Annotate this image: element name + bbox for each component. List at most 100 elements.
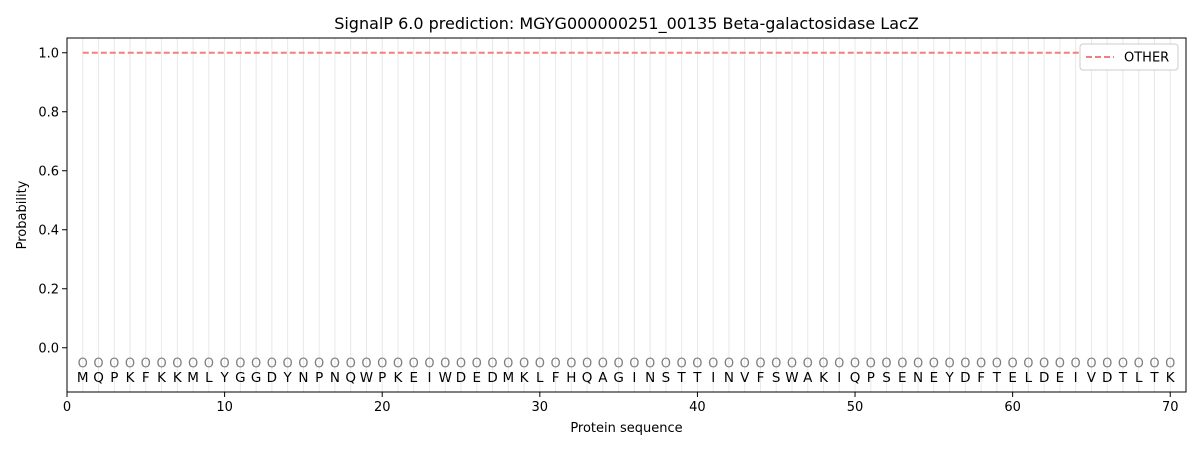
region-label: O <box>1118 357 1128 372</box>
region-label: O <box>834 357 844 372</box>
residue-label: T <box>1149 370 1159 386</box>
residue-label: I <box>1074 370 1078 386</box>
region-label: O <box>204 357 214 372</box>
region-label: O <box>913 357 923 372</box>
residue-label: E <box>898 370 907 386</box>
region-label: O <box>535 357 545 372</box>
residue-label: Y <box>283 370 293 386</box>
region-label: O <box>78 357 88 372</box>
region-label: O <box>850 357 860 372</box>
region-label: O <box>314 357 324 372</box>
region-label: O <box>1165 357 1175 372</box>
region-label: O <box>960 357 970 372</box>
residue-label: K <box>126 370 136 386</box>
region-label: O <box>692 357 702 372</box>
x-tick-label: 30 <box>532 400 549 415</box>
region-label: O <box>944 357 954 372</box>
residue-label: H <box>566 370 576 386</box>
residue-label: M <box>77 370 89 386</box>
residue-label: E <box>1056 370 1065 386</box>
region-label: O <box>614 357 624 372</box>
residue-label: P <box>315 370 323 386</box>
residue-label: Q <box>850 370 861 386</box>
region-label: O <box>298 357 308 372</box>
residue-label: K <box>819 370 829 386</box>
region-label: O <box>1086 357 1096 372</box>
y-tick-label: 0.4 <box>38 223 59 238</box>
region-label: O <box>724 357 734 372</box>
legend-box <box>1079 43 1179 71</box>
region-label: O <box>661 357 671 372</box>
residue-label: A <box>598 370 608 386</box>
residue-label: L <box>205 370 213 386</box>
region-label: O <box>582 357 592 372</box>
region-label: O <box>440 357 450 372</box>
residue-label: T <box>992 370 1002 386</box>
region-label: O <box>629 357 639 372</box>
region-label: O <box>251 357 261 372</box>
chart-title: SignalP 6.0 prediction: MGYG000000251_00… <box>334 14 919 34</box>
residue-label: Q <box>345 370 356 386</box>
x-tick-label: 20 <box>374 400 391 415</box>
region-label: O <box>172 357 182 372</box>
region-label: O <box>188 357 198 372</box>
region-label: O <box>283 357 293 372</box>
residue-label: F <box>757 370 765 386</box>
region-label: O <box>897 357 907 372</box>
region-label: O <box>708 357 718 372</box>
region-label: O <box>519 357 529 372</box>
region-label: O <box>361 357 371 372</box>
residue-label: L <box>1025 370 1033 386</box>
grid-layer <box>82 38 1171 392</box>
residue-label: S <box>772 370 781 386</box>
region-label: O <box>866 357 876 372</box>
residue-label: W <box>360 370 373 386</box>
residue-label: G <box>251 370 261 386</box>
region-label: O <box>1055 357 1065 372</box>
y-tick-label: 1.0 <box>38 46 59 61</box>
region-label: O <box>976 357 986 372</box>
region-label: O <box>109 357 119 372</box>
y-axis-ticks: 0.0 0.2 0.4 0.6 0.8 1.0 <box>38 46 67 356</box>
region-label: O <box>818 357 828 372</box>
region-label: O <box>125 357 135 372</box>
region-label: O <box>503 357 513 372</box>
residue-label: M <box>502 370 514 386</box>
residue-label: D <box>267 370 277 386</box>
y-tick-label: 0.6 <box>38 164 59 179</box>
residue-label: T <box>1118 370 1128 386</box>
residue-label: F <box>977 370 985 386</box>
residue-label: P <box>867 370 875 386</box>
residue-label: P <box>378 370 386 386</box>
residue-label: I <box>428 370 432 386</box>
residue-label: N <box>645 370 655 386</box>
region-label: O <box>472 357 482 372</box>
residue-label: V <box>740 370 750 386</box>
region-label: O <box>235 357 245 372</box>
region-label: O <box>330 357 340 372</box>
region-label: O <box>1134 357 1144 372</box>
region-label: O <box>93 357 103 372</box>
region-label: O <box>409 357 419 372</box>
region-label: O <box>803 357 813 372</box>
residue-label: G <box>613 370 623 386</box>
region-label: O <box>1149 357 1159 372</box>
plot-frame <box>66 37 1187 393</box>
residue-label: K <box>173 370 183 386</box>
residue-label: W <box>785 370 798 386</box>
y-axis-title: Probability <box>15 180 30 249</box>
x-tick-label: 60 <box>1004 400 1021 415</box>
residue-label: F <box>552 370 560 386</box>
residue-label: K <box>1166 370 1176 386</box>
region-label: O <box>156 357 166 372</box>
x-axis-ticks: 0 10 20 30 40 50 60 70 <box>63 392 1179 415</box>
residue-label: D <box>1102 370 1112 386</box>
residue-label: F <box>142 370 150 386</box>
region-label: O <box>992 357 1002 372</box>
region-label: O <box>456 357 466 372</box>
region-label: O <box>677 357 687 372</box>
region-label: O <box>219 357 229 372</box>
legend-label-other: OTHER <box>1124 51 1169 66</box>
